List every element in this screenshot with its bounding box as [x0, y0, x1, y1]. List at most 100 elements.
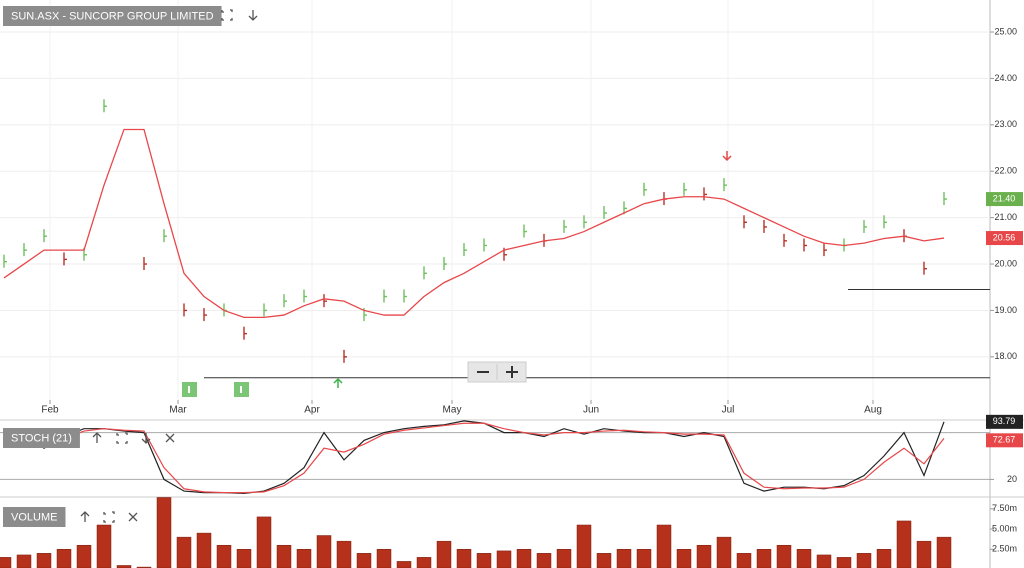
volume-bar — [876, 549, 892, 568]
price-bar — [703, 187, 707, 201]
price-bar — [203, 308, 207, 322]
volume-bar — [736, 553, 752, 568]
price-bar — [243, 326, 247, 340]
panel-title: VOLUME — [11, 511, 57, 523]
close-icon[interactable] — [128, 512, 138, 522]
volume-bar — [216, 544, 232, 568]
price-bar — [263, 303, 267, 317]
volume-bar — [156, 497, 172, 568]
x-tick-label: Jul — [722, 405, 735, 416]
volume-bar — [476, 553, 492, 568]
volume-bar — [936, 536, 952, 568]
y-tick-label: 19.00 — [994, 305, 1017, 315]
price-bar — [43, 229, 47, 243]
close-icon[interactable] — [165, 433, 175, 443]
value-tag-label: 72.67 — [993, 435, 1016, 445]
price-bar — [3, 254, 7, 268]
volume-bar — [96, 524, 112, 568]
price-bar — [523, 224, 527, 238]
down-icon[interactable] — [248, 10, 258, 21]
volume-bar — [36, 553, 52, 568]
panel-title-box — [3, 428, 80, 448]
volume-bar — [336, 540, 352, 568]
panel-icons[interactable] — [80, 9, 258, 523]
y-tick-label: 2.50m — [992, 544, 1017, 554]
price-bar — [883, 215, 887, 229]
panel-title-box — [3, 6, 222, 26]
expand-icon[interactable] — [221, 9, 233, 21]
volume-bar — [316, 535, 332, 568]
volume-bar — [376, 549, 392, 568]
volume-bar — [0, 557, 12, 568]
event-icon — [188, 386, 190, 393]
price-bar — [463, 243, 467, 257]
y-tick-label: 22.00 — [994, 166, 1017, 176]
y-tick-label: 23.00 — [994, 119, 1017, 129]
value-tag — [986, 433, 1023, 448]
x-tick-label: Aug — [864, 405, 882, 416]
price-bar — [643, 182, 647, 196]
price-bar — [483, 238, 487, 252]
volume-bar — [556, 549, 572, 568]
y-tick-label: 20 — [1007, 474, 1017, 484]
up-icon[interactable] — [92, 432, 102, 443]
volume-bar — [276, 544, 292, 568]
volume-bar — [516, 549, 532, 568]
price-bar — [923, 261, 927, 275]
stoch-line — [3, 422, 945, 494]
volume-bar — [536, 553, 552, 568]
x-tick-label: Apr — [304, 405, 320, 416]
value-tag — [986, 414, 1023, 429]
y-tick-label: 25.00 — [994, 26, 1017, 36]
y-tick-label: 21.00 — [994, 212, 1017, 222]
volume-bar — [716, 536, 732, 568]
up-icon[interactable] — [80, 511, 90, 522]
volume-bar — [856, 553, 872, 568]
expand-icon[interactable] — [103, 511, 115, 523]
price-bar — [763, 219, 767, 233]
volume-bar — [76, 544, 92, 568]
volume-bar — [616, 549, 632, 568]
volume-bar — [16, 554, 32, 568]
price-bar — [283, 294, 287, 308]
price-bar — [823, 243, 827, 257]
volume-bar — [496, 550, 512, 568]
y-tick-label: 24.00 — [994, 73, 1017, 83]
event-icon — [240, 386, 242, 393]
zoom-controls[interactable] — [467, 361, 527, 383]
volume-bar — [56, 549, 72, 568]
signal-up — [333, 377, 343, 388]
volume-bar — [456, 549, 472, 568]
volume-bar — [916, 540, 932, 568]
price-bar — [183, 303, 187, 317]
price-bar — [443, 257, 447, 271]
price-bar — [323, 294, 327, 308]
price-bar — [683, 182, 687, 196]
volume-bar — [356, 553, 372, 568]
volume-bar — [576, 524, 592, 568]
value-tag — [986, 192, 1023, 207]
price-bar — [103, 99, 107, 113]
expand-icon[interactable] — [116, 432, 128, 444]
down-icon[interactable] — [141, 433, 151, 444]
y-tick-label: 18.00 — [994, 351, 1017, 361]
volume-bar — [836, 557, 852, 568]
price-bar — [943, 192, 947, 206]
volume-bar — [676, 549, 692, 568]
y-tick-label: 20.00 — [994, 258, 1017, 268]
price-bar — [603, 205, 607, 219]
value-tag-label: 93.79 — [993, 416, 1016, 426]
price-bar — [23, 243, 27, 257]
price-bar — [303, 289, 307, 303]
panel-title-box — [3, 507, 66, 527]
x-tick-label: Jun — [583, 405, 599, 416]
volume-bar — [816, 554, 832, 568]
volume-bar — [656, 524, 672, 568]
x-tick-label: Mar — [169, 405, 187, 416]
stoch-line — [3, 420, 945, 495]
volume-bar — [596, 553, 612, 568]
price-bar — [383, 289, 387, 303]
volume-bar — [756, 549, 772, 568]
